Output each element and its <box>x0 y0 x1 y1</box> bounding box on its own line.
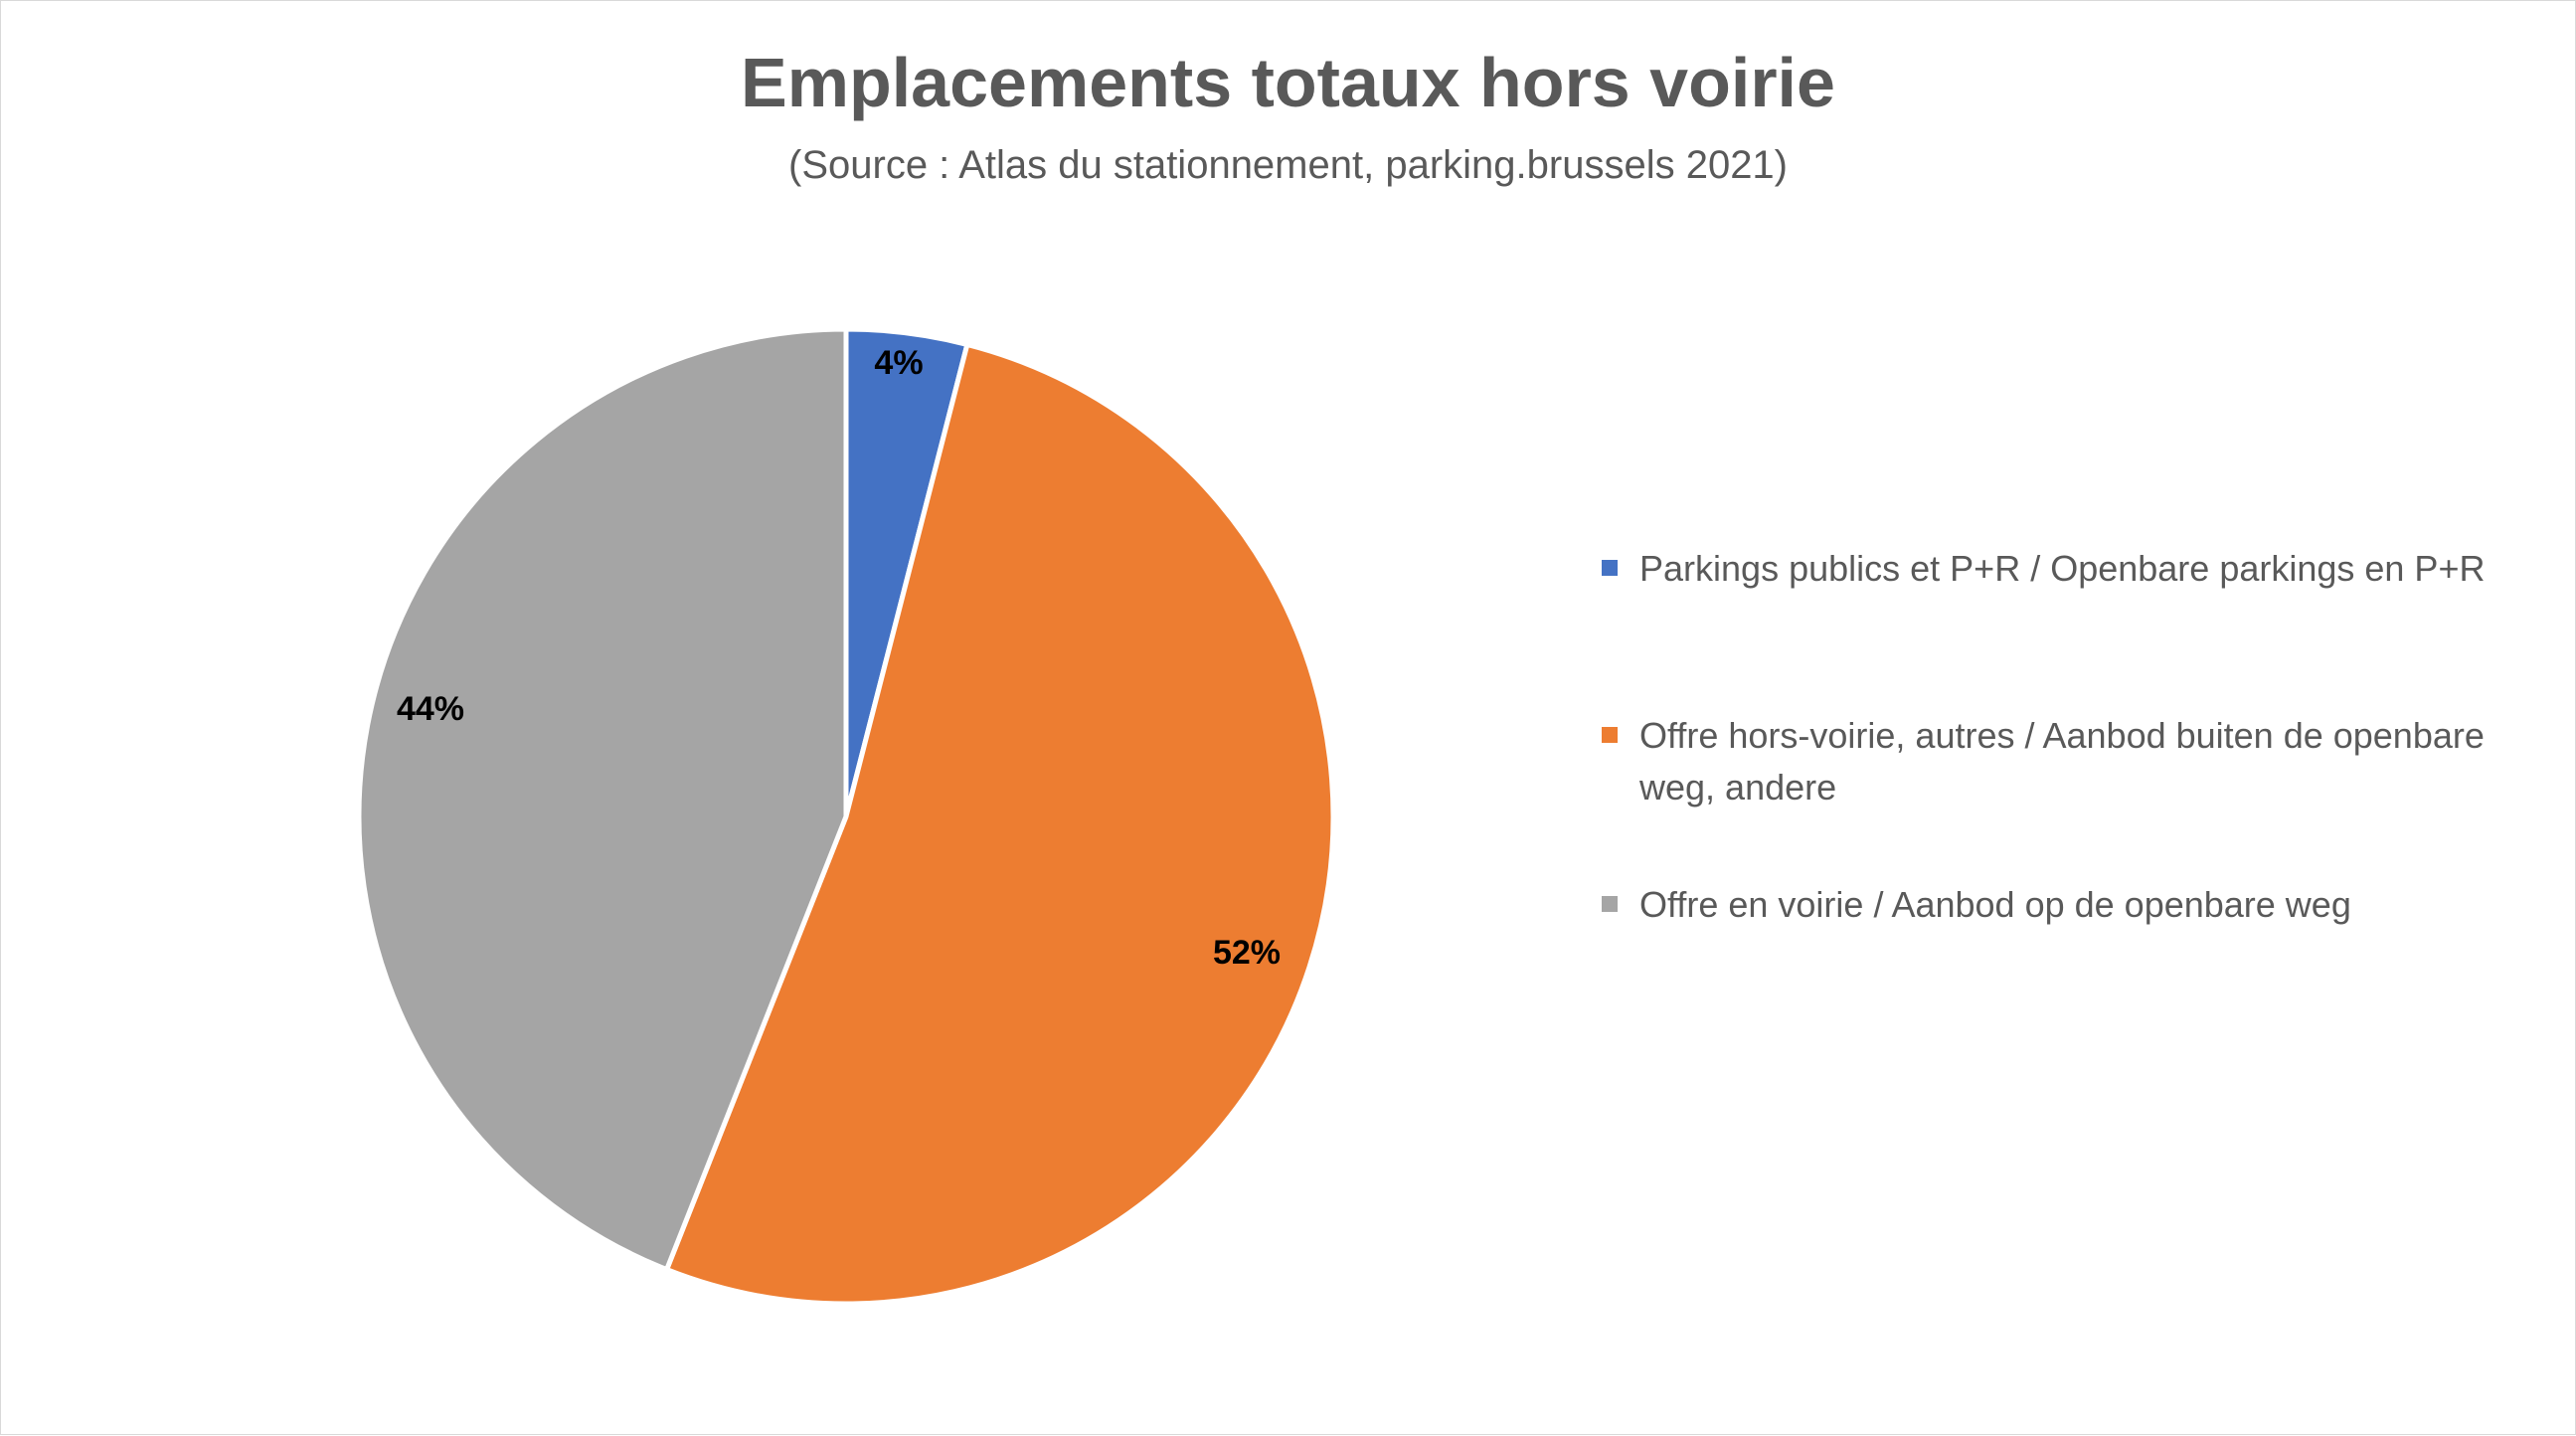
chart-title: Emplacements totaux hors voirie <box>741 44 1835 121</box>
legend-swatch <box>1602 896 1618 912</box>
chart-subtitle: (Source : Atlas du stationnement, parkin… <box>788 143 1788 187</box>
legend-item-offre-en-voirie: Offre en voirie / Aanbod op de openbare … <box>1602 879 2554 931</box>
legend-item-offre-hors-voirie: Offre hors-voirie, autres / Aanbod buite… <box>1602 710 2554 813</box>
pie-slice-offre-en-voirie <box>356 326 849 1273</box>
legend-item-parkings-publics: Parkings publics et P+R / Openbare parki… <box>1602 543 2554 595</box>
pie-data-label: 52% <box>1213 934 1281 972</box>
pie-slice-offre-hors-voirie <box>664 341 1336 1307</box>
legend-label: Parkings publics et P+R / Openbare parki… <box>1639 548 2486 589</box>
legend-swatch <box>1602 560 1618 576</box>
legend-label: Offre en voirie / Aanbod op de openbare … <box>1639 884 2351 925</box>
legend-swatch <box>1602 727 1618 743</box>
legend-label: Offre hors-voirie, autres / Aanbod buite… <box>1639 715 2485 808</box>
pie-data-label: 4% <box>874 344 923 382</box>
pie-data-label: 44% <box>397 690 464 728</box>
